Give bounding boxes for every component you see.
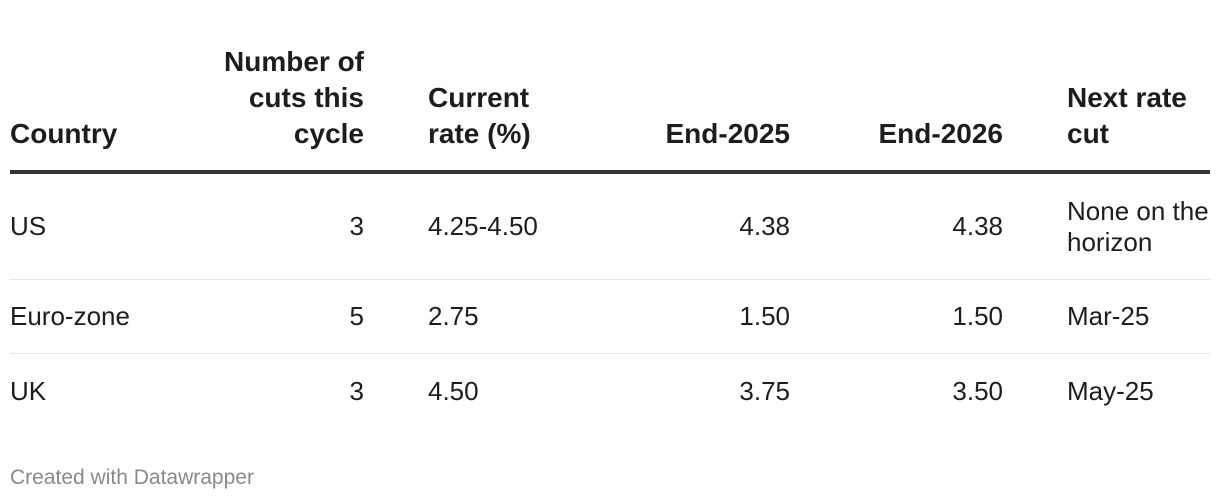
cell-next-rate-cut: None on the horizon (1003, 172, 1210, 280)
cell-next-rate-cut: Mar-25 (1003, 279, 1210, 354)
cell-cuts: 3 (349, 376, 364, 406)
datawrapper-credit: Created with Datawrapper (10, 466, 254, 489)
cell-country: US (10, 172, 174, 280)
cell-end-2025: 3.75 (739, 376, 790, 406)
header-end-2025[interactable]: End-2025 (584, 44, 790, 174)
cell-end-2025: 1.50 (584, 279, 790, 354)
header-end-2026[interactable]: End-2026 (790, 44, 1003, 174)
header-next-rate-cut[interactable]: Next rate cut (1003, 44, 1210, 174)
table-row: Euro-zone 5 2.75 1.50 1.50 Mar-25 (10, 279, 1210, 354)
table-row: US 3 4.25-4.50 4.38 4.38 None on the hor… (10, 172, 1210, 280)
cell-current-rate: 2.75 (364, 279, 584, 354)
table-body: US 3 4.25-4.50 4.38 4.38 None on the hor… (10, 172, 1210, 429)
cell-end-2026: 3.50 (952, 376, 1003, 406)
cell-cuts: 5 (174, 279, 364, 354)
cell-cuts: 3 (174, 172, 364, 280)
header-row: Country Number of cuts this cycle Curren… (10, 44, 1210, 174)
cell-country: UK (10, 376, 47, 406)
header-number-of-cuts[interactable]: Number of cuts this cycle (174, 44, 364, 174)
cell-end-2026: 1.50 (790, 279, 1003, 354)
header-current-rate[interactable]: Current rate (%) (364, 44, 584, 174)
cell-country: Euro-zone (10, 279, 174, 354)
cell-current-rate: 4.25-4.50 (364, 172, 584, 280)
table-row: UK 3 4.50 3.75 3.50 May-25 (10, 354, 1210, 430)
cell-next-rate-cut: May-25 (1067, 376, 1154, 406)
table-header: Country Number of cuts this cycle Curren… (10, 44, 1210, 174)
rate-table: Country Number of cuts this cycle Curren… (10, 44, 1210, 429)
cell-end-2025: 4.38 (584, 172, 790, 280)
cell-current-rate: 4.50 (428, 376, 479, 406)
header-country[interactable]: Country (10, 44, 174, 174)
rate-table-container: Country Number of cuts this cycle Curren… (10, 44, 1210, 429)
cell-end-2026: 4.38 (790, 172, 1003, 280)
